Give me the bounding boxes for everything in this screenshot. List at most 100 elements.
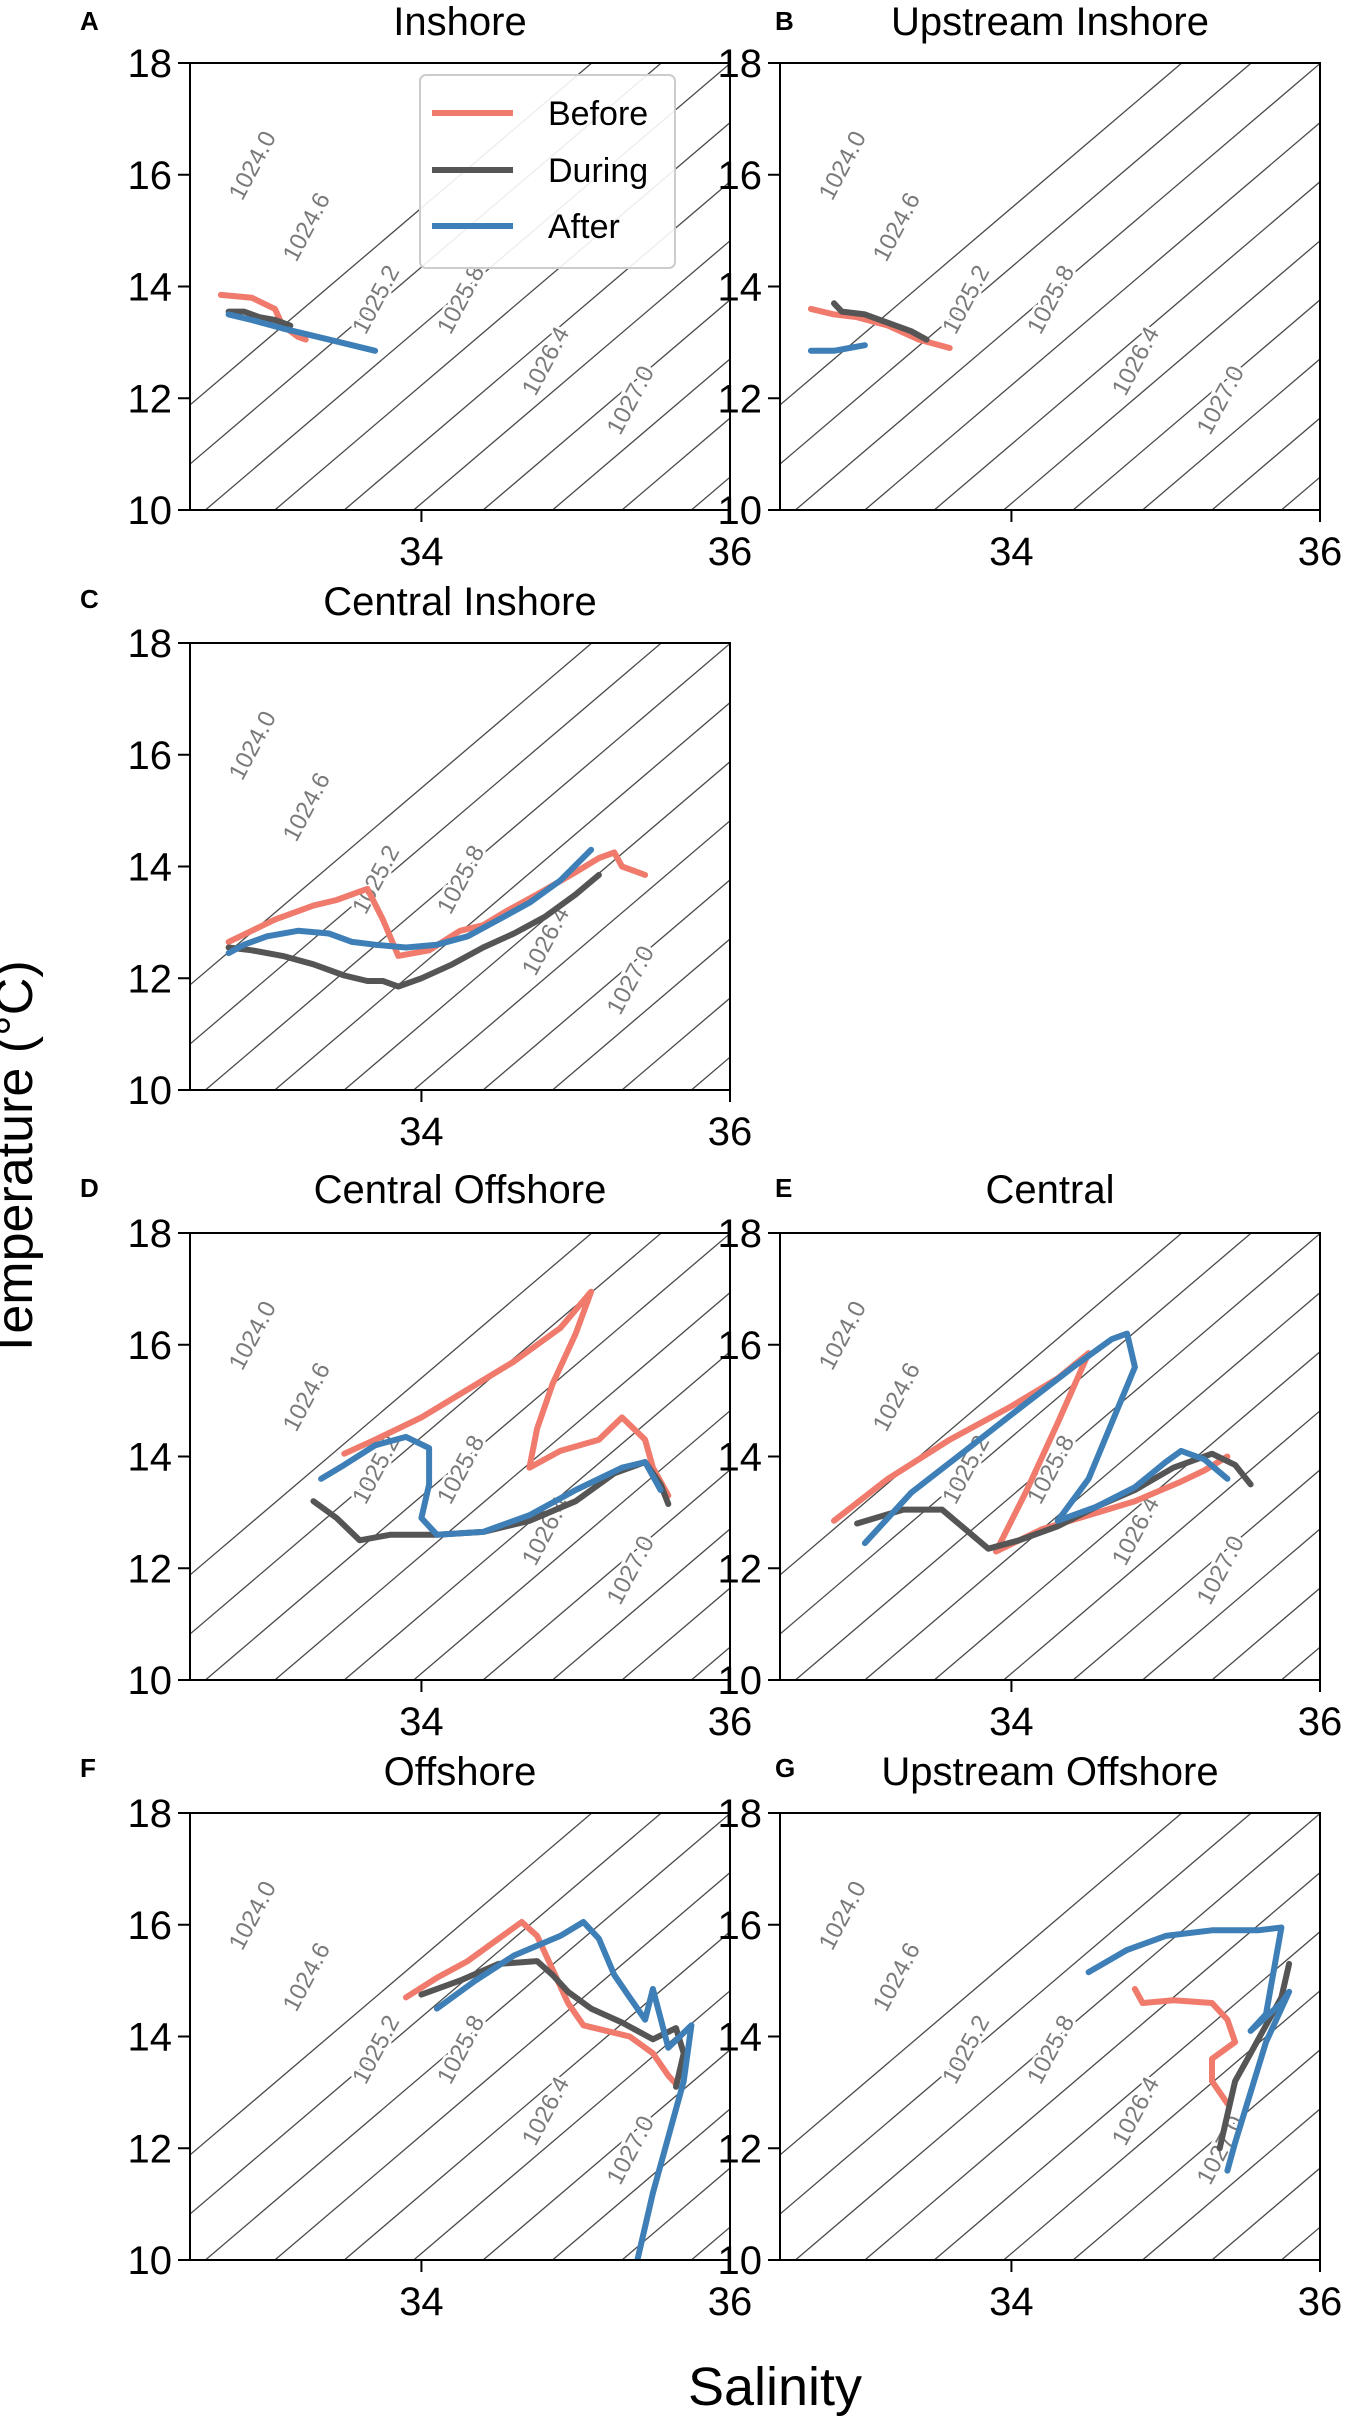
y-tick-label: 12 bbox=[128, 957, 173, 1001]
y-tick-label: 14 bbox=[718, 266, 763, 310]
y-tick-label: 18 bbox=[718, 1792, 763, 1836]
isopycnal-line bbox=[190, 1813, 593, 2156]
y-axis-label: Temperature (°C) bbox=[0, 960, 44, 1359]
y-tick-label: 18 bbox=[718, 1212, 763, 1256]
isopycnal-line bbox=[552, 1528, 730, 1680]
y-tick-label: 10 bbox=[128, 1659, 173, 1703]
isopycnal-line bbox=[621, 1587, 730, 1680]
isopycnal-label: 1027.0 bbox=[602, 2112, 660, 2189]
x-tick-label: 34 bbox=[399, 530, 444, 574]
isopycnal-line bbox=[552, 938, 730, 1090]
isopycnal-line bbox=[1142, 358, 1320, 510]
isopycnal-line bbox=[274, 1291, 730, 1680]
x-tick-label: 36 bbox=[708, 530, 753, 574]
series-lines-c bbox=[225, 846, 649, 990]
isopycnal-line bbox=[190, 1233, 662, 1635]
isopycnal-line bbox=[552, 2108, 730, 2260]
legend-label-after: After bbox=[548, 208, 620, 246]
series-lines-g bbox=[1085, 1924, 1293, 2174]
isopycnal-line bbox=[933, 1350, 1320, 1680]
isopycnal-line bbox=[1072, 299, 1320, 510]
isopycnal-label: 1024.6 bbox=[278, 1938, 336, 2015]
isopycnal-label: 1025.8 bbox=[432, 1431, 490, 1508]
series-line-during bbox=[225, 871, 602, 990]
isopycnal-label: 1025.8 bbox=[1022, 261, 1080, 338]
isopycnal-label: 1024.6 bbox=[868, 1358, 926, 1435]
isopycnal-label: 1026.4 bbox=[1107, 322, 1165, 399]
y-tick-label: 16 bbox=[128, 1904, 173, 1948]
x-tick-label: 36 bbox=[708, 1110, 753, 1154]
series-lines-f bbox=[403, 1919, 695, 2260]
isopycnal-line bbox=[780, 1233, 1252, 1635]
y-tick-label: 10 bbox=[718, 1659, 763, 1703]
x-tick-label: 36 bbox=[708, 2280, 753, 2324]
x-tick-label: 36 bbox=[1298, 530, 1343, 574]
yticks-d: 10 12 14 16 18 bbox=[128, 1212, 190, 1703]
isopycnal-line bbox=[190, 1233, 593, 1576]
isopycnal-label: 1027.0 bbox=[1192, 1532, 1250, 1609]
isopycnals-d bbox=[190, 1233, 730, 1680]
isopycnal-line bbox=[761, 643, 1286, 1090]
yticks-a: 10 12 14 16 18 bbox=[128, 42, 190, 533]
isopycnal-label: 1025.2 bbox=[347, 261, 405, 338]
isopycnal-line bbox=[1142, 2108, 1320, 2260]
isopycnal-line bbox=[482, 2049, 730, 2260]
isopycnal-line bbox=[864, 1871, 1320, 2260]
panel-letter-e: E bbox=[775, 1173, 792, 1203]
series-line-before bbox=[1131, 1986, 1239, 2107]
isopycnal-line bbox=[621, 2167, 730, 2260]
panel-letter-c: C bbox=[80, 584, 99, 614]
isopycnal-line bbox=[864, 1291, 1320, 1680]
legend-box bbox=[419, 74, 676, 269]
y-tick-label: 16 bbox=[128, 154, 173, 198]
isopycnal-line bbox=[621, 997, 730, 1090]
isopycnal-line bbox=[190, 643, 593, 986]
y-tick-label: 16 bbox=[128, 734, 173, 778]
isopycnal-label: 1025.2 bbox=[937, 261, 995, 338]
y-tick-label: 14 bbox=[128, 2016, 173, 2060]
series-line-after bbox=[318, 1433, 664, 1538]
isopycnal-label: 1027.0 bbox=[602, 1532, 660, 1609]
isopycnal-line bbox=[1003, 239, 1320, 510]
series-line-during bbox=[831, 300, 930, 343]
panel-title-d: Central Offshore bbox=[314, 1168, 607, 1212]
panel-title-g: Upstream Offshore bbox=[881, 1750, 1218, 1794]
panel-title-e: Central bbox=[986, 1168, 1115, 1212]
xticks-d: 34 36 bbox=[399, 1680, 752, 1744]
y-tick-label: 12 bbox=[718, 377, 763, 421]
isopycnal-line bbox=[343, 760, 730, 1090]
isopycnal-line bbox=[413, 819, 730, 1090]
isopycnal-line bbox=[190, 1813, 662, 2215]
isopycnal-label: 1024.0 bbox=[814, 1877, 872, 1954]
x-tick-label: 34 bbox=[989, 530, 1034, 574]
isopycnal-label: 1026.4 bbox=[517, 322, 575, 399]
y-tick-label: 12 bbox=[718, 1547, 763, 1591]
isopycnal-line bbox=[1003, 1409, 1320, 1680]
isopycnal-label: 1024.6 bbox=[868, 1938, 926, 2015]
series-line-after bbox=[225, 311, 379, 354]
isopycnal-line bbox=[933, 180, 1320, 510]
isopycnal-line bbox=[205, 1233, 730, 1680]
isopycnal-line bbox=[205, 643, 730, 1090]
yticks-e: 10 12 14 16 18 bbox=[718, 1212, 780, 1703]
isopycnal-label: 1024.6 bbox=[278, 768, 336, 845]
isopycnal-line bbox=[274, 121, 730, 510]
isopycnal-line bbox=[343, 180, 730, 510]
x-tick-label: 34 bbox=[399, 2280, 444, 2324]
y-tick-label: 16 bbox=[718, 154, 763, 198]
y-tick-label: 14 bbox=[718, 2016, 763, 2060]
isopycnal-line bbox=[795, 1233, 1320, 1680]
isopycnal-line bbox=[343, 1930, 730, 2260]
y-tick-label: 14 bbox=[718, 1436, 763, 1480]
x-tick-label: 34 bbox=[989, 2280, 1034, 2324]
series-line-before bbox=[831, 1350, 1231, 1555]
isopycnal-line bbox=[1211, 417, 1320, 510]
isopycnal-line bbox=[621, 417, 730, 510]
isopycnals-c bbox=[190, 643, 1286, 1090]
isopycnal-line bbox=[780, 63, 1183, 406]
